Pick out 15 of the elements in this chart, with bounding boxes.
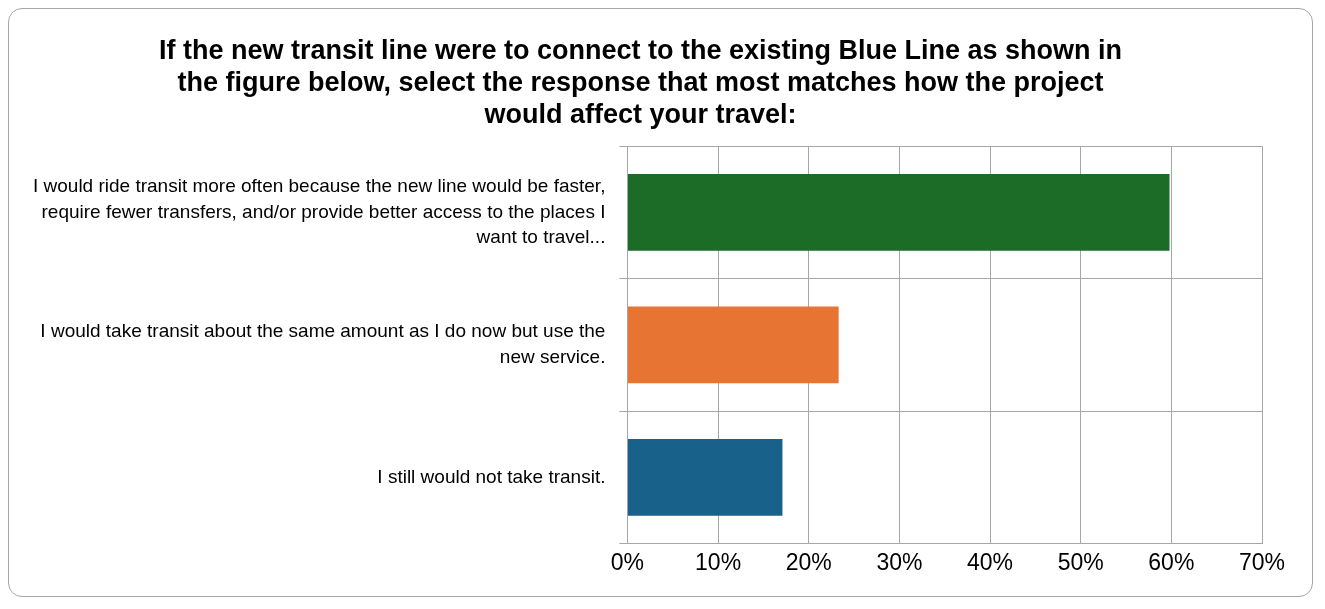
y-tick-label: I would take transit about the same amount as I do now but use the new service. bbox=[40, 320, 606, 367]
x-tick-label: 20% bbox=[785, 548, 832, 575]
x-tick-label: 50% bbox=[1057, 548, 1104, 575]
x-tick-label: 10% bbox=[695, 548, 742, 575]
x-tick-label: 40% bbox=[967, 548, 1014, 575]
y-tick-label: I would ride transit more often because the new line would be faster, require fewer transfers, and/or provide better access to the places I want to travel... bbox=[32, 175, 606, 248]
x-tick-label: 0% bbox=[610, 548, 645, 575]
y-tick-label: I still would not take transit. bbox=[377, 465, 606, 487]
bar bbox=[627, 174, 1170, 251]
x-tick-label: 70% bbox=[1238, 548, 1286, 575]
chart-title: If the new transit line were to connect to the existing Blue Line as shown in the figure below, select the response that most matches how the project would affect your travel: bbox=[158, 34, 1123, 130]
x-tick-label: 30% bbox=[876, 548, 923, 575]
x-tick-label: 60% bbox=[1148, 548, 1195, 575]
bar bbox=[627, 306, 839, 384]
bar bbox=[627, 438, 783, 516]
